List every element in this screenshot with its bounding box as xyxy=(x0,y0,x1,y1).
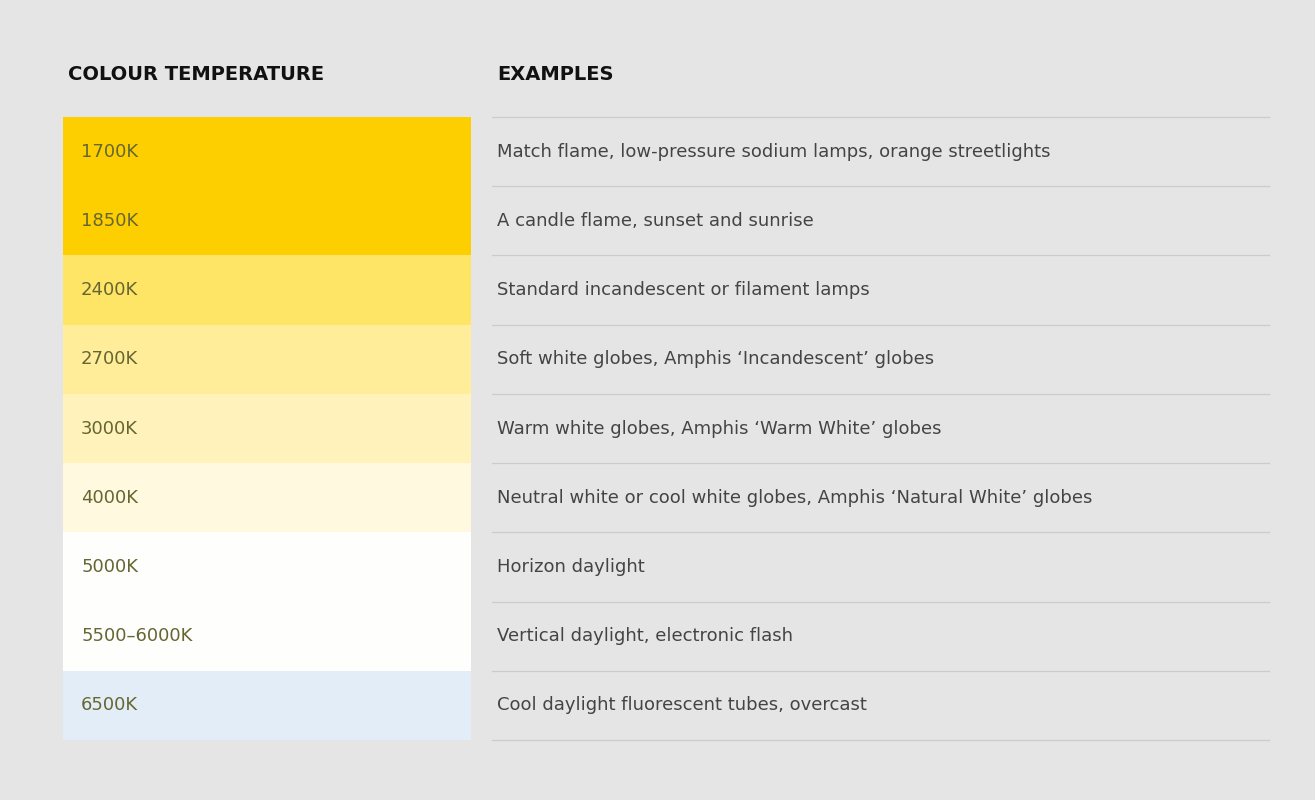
Text: 2700K: 2700K xyxy=(82,350,138,368)
Bar xyxy=(63,117,471,186)
Text: 2400K: 2400K xyxy=(82,281,138,299)
Text: Warm white globes, Amphis ‘Warm White’ globes: Warm white globes, Amphis ‘Warm White’ g… xyxy=(497,419,942,438)
Bar xyxy=(63,532,471,602)
Bar xyxy=(63,255,471,325)
Text: 4000K: 4000K xyxy=(82,489,138,506)
Text: COLOUR TEMPERATURE: COLOUR TEMPERATURE xyxy=(68,66,325,85)
Text: 6500K: 6500K xyxy=(82,696,138,714)
Text: Vertical daylight, electronic flash: Vertical daylight, electronic flash xyxy=(497,627,793,645)
Text: 1850K: 1850K xyxy=(82,212,138,230)
Bar xyxy=(63,602,471,670)
Text: 3000K: 3000K xyxy=(82,419,138,438)
Text: EXAMPLES: EXAMPLES xyxy=(497,66,614,85)
Text: Cool daylight fluorescent tubes, overcast: Cool daylight fluorescent tubes, overcas… xyxy=(497,696,867,714)
Text: 5500–6000K: 5500–6000K xyxy=(82,627,192,645)
Text: 1700K: 1700K xyxy=(82,142,138,161)
Text: Neutral white or cool white globes, Amphis ‘Natural White’ globes: Neutral white or cool white globes, Amph… xyxy=(497,489,1093,506)
Bar xyxy=(63,463,471,532)
Text: A candle flame, sunset and sunrise: A candle flame, sunset and sunrise xyxy=(497,212,814,230)
Text: 5000K: 5000K xyxy=(82,558,138,576)
Bar xyxy=(63,394,471,463)
Bar xyxy=(63,325,471,394)
Text: Horizon daylight: Horizon daylight xyxy=(497,558,644,576)
Text: Standard incandescent or filament lamps: Standard incandescent or filament lamps xyxy=(497,281,869,299)
Text: Match flame, low-pressure sodium lamps, orange streetlights: Match flame, low-pressure sodium lamps, … xyxy=(497,142,1051,161)
Text: Soft white globes, Amphis ‘Incandescent’ globes: Soft white globes, Amphis ‘Incandescent’… xyxy=(497,350,934,368)
Bar xyxy=(63,670,471,740)
Bar xyxy=(63,186,471,255)
